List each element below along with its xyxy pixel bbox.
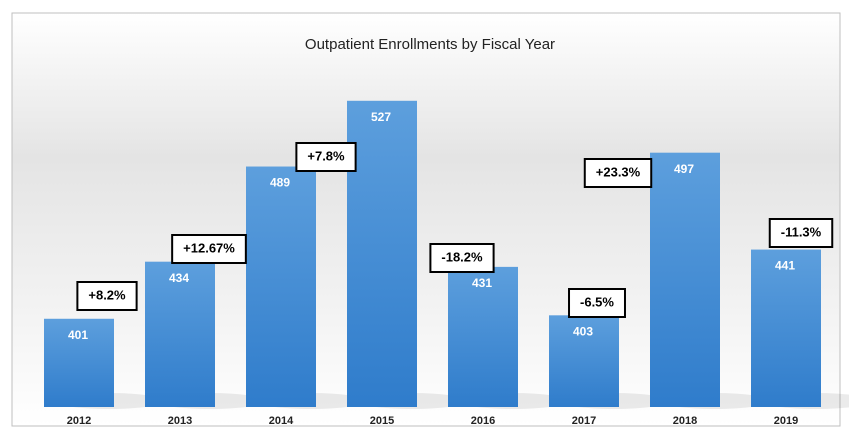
data-label: 527 xyxy=(371,110,391,124)
bar xyxy=(145,261,215,407)
x-tick-label: 2018 xyxy=(673,415,697,427)
bar xyxy=(448,266,518,407)
bar xyxy=(347,100,417,407)
annotation: +7.8% xyxy=(307,148,345,163)
annotation-box xyxy=(568,288,626,318)
x-tick-label: 2012 xyxy=(67,415,91,427)
x-tick-label: 2014 xyxy=(269,415,294,427)
data-label: 431 xyxy=(472,276,492,290)
bar xyxy=(549,315,619,407)
annotation-box xyxy=(768,218,834,248)
annotation-box xyxy=(295,142,357,172)
annotation: +12.67% xyxy=(183,240,235,255)
annotation: -6.5% xyxy=(580,294,614,309)
data-label: 403 xyxy=(573,324,593,338)
data-label: 401 xyxy=(68,328,88,342)
annotation: -11.3% xyxy=(781,224,822,239)
annotation: +23.3% xyxy=(596,164,641,179)
annotation-box xyxy=(171,234,247,264)
data-label: 497 xyxy=(674,162,694,176)
data-label: 441 xyxy=(775,259,795,273)
bar xyxy=(751,249,821,407)
x-tick-label: 2017 xyxy=(572,415,596,427)
annotation: +8.2% xyxy=(88,287,126,302)
data-label: 434 xyxy=(169,271,189,285)
annotation-box xyxy=(583,158,653,188)
annotation-box xyxy=(76,281,138,311)
x-tick-label: 2013 xyxy=(168,415,192,427)
bar xyxy=(650,152,720,407)
bar xyxy=(246,166,316,407)
data-label: 489 xyxy=(270,176,290,190)
annotation-box xyxy=(429,243,495,273)
x-tick-label: 2015 xyxy=(370,415,394,427)
x-tick-label: 2019 xyxy=(774,415,798,427)
annotation: -18.2% xyxy=(441,249,483,264)
bar xyxy=(44,318,114,407)
chart-title: Outpatient Enrollments by Fiscal Year xyxy=(305,36,555,53)
x-tick-label: 2016 xyxy=(471,415,495,427)
